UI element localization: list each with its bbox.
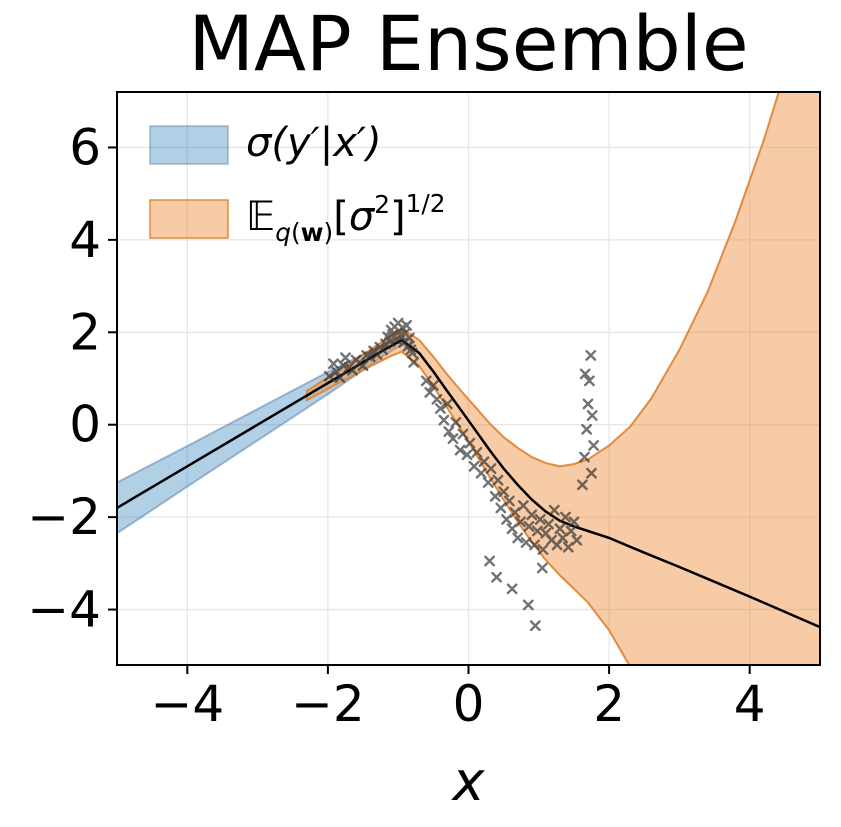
y-tick-label: 0 — [69, 396, 101, 454]
legend-swatch-expected-variance-band — [149, 199, 229, 239]
legend-swatch-sigma-band — [149, 125, 229, 165]
x-tick-label: 2 — [593, 675, 625, 733]
scatter-points — [323, 317, 599, 632]
chart-title: MAP Ensemble — [188, 0, 748, 88]
y-axis: −4 −2 0 2 4 6 — [27, 118, 117, 639]
y-tick-label: 6 — [69, 118, 101, 176]
grid — [117, 92, 820, 665]
legend-label-sigma-band: σ(y′|x′) — [246, 120, 382, 166]
x-tick-label: −4 — [150, 675, 224, 733]
y-tick-label: 2 — [69, 303, 101, 361]
x-axis: −4 −2 0 2 4 — [150, 665, 766, 733]
x-tick-label: 4 — [734, 675, 766, 733]
legend-label-expected-variance-band: 𝔼q(w)[σ2]1/2 — [246, 189, 446, 247]
y-tick-label: 4 — [69, 211, 101, 269]
x-tick-label: 0 — [453, 675, 485, 733]
x-axis-label: x — [451, 750, 486, 813]
uncertainty-orange-band — [305, 92, 820, 665]
y-tick-label: −2 — [27, 488, 101, 546]
y-tick-label: −4 — [27, 581, 101, 639]
legend: σ(y′|x′) 𝔼q(w)[σ2]1/2 — [149, 120, 446, 247]
x-tick-label: −2 — [291, 675, 365, 733]
